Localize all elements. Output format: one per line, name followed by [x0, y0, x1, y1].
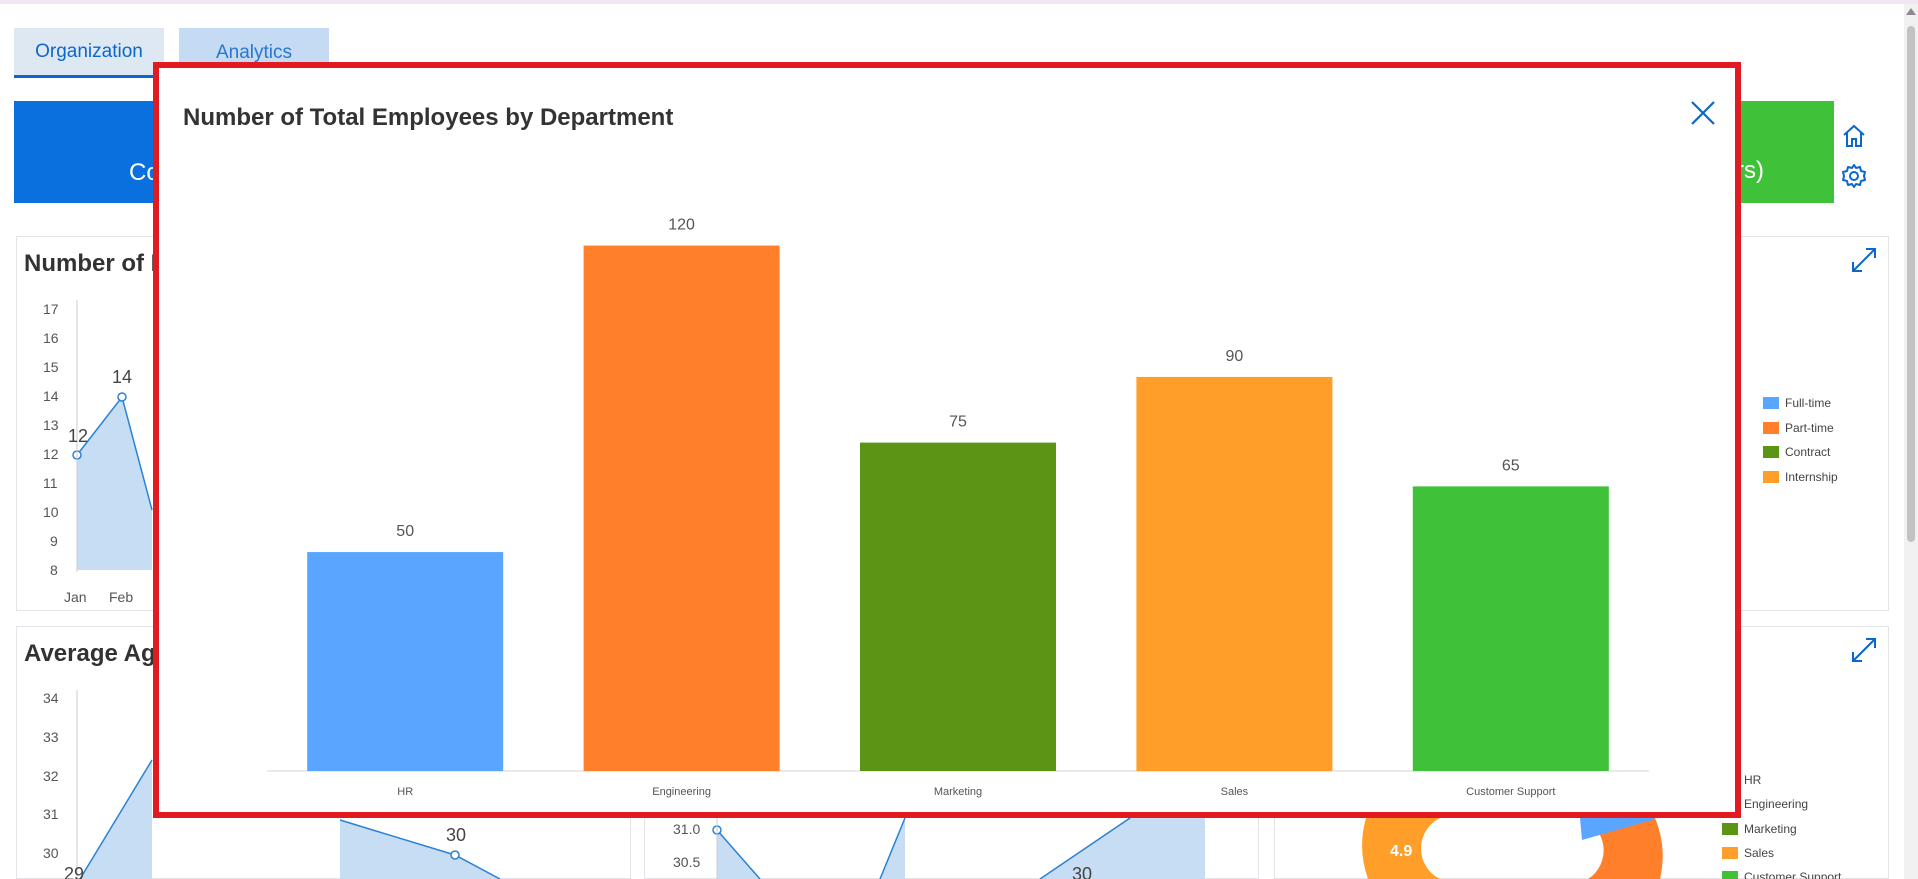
y-tick: 15 — [43, 359, 59, 375]
y-tick: 10 — [43, 504, 59, 520]
legend-swatch — [1722, 871, 1738, 879]
close-icon[interactable] — [1686, 96, 1720, 130]
x-tick-label: Engineering — [652, 786, 711, 798]
data-label: 65 — [1502, 457, 1520, 474]
legend-item: Sales — [1722, 846, 1774, 860]
expand-icon[interactable] — [1848, 634, 1880, 666]
point-label: 30 — [1072, 864, 1093, 879]
y-tick: 32 — [43, 768, 59, 784]
scroll-up-icon[interactable] — [1906, 8, 1916, 15]
legend-item: Full-time — [1763, 396, 1831, 410]
bar-sales[interactable] — [1136, 376, 1333, 771]
x-tick: Jan — [64, 589, 87, 605]
bar-engineering[interactable] — [583, 245, 780, 772]
legend-swatch — [1763, 397, 1779, 409]
point-label: 12 — [68, 426, 89, 446]
point-label: 14 — [112, 367, 133, 387]
card-title-employees: Number of E — [24, 250, 167, 277]
legend-item: Internship — [1763, 470, 1838, 484]
scroll-thumb[interactable] — [1907, 26, 1915, 542]
bar-hr[interactable] — [307, 552, 504, 771]
x-tick-label: Marketing — [934, 786, 982, 798]
background-point — [117, 392, 127, 402]
y-tick: 16 — [43, 330, 59, 346]
modal-title: Number of Total Employees by Department — [183, 104, 674, 131]
legend-item: Marketing — [1722, 822, 1797, 836]
bar-chart: 50 HR 120 Engineering 75 Marketing 90 Sales 65 Cu… — [267, 217, 1649, 798]
legend-swatch — [1722, 847, 1738, 859]
background-point — [450, 850, 460, 860]
tab-organization[interactable]: Organization — [14, 28, 164, 78]
legend-swatch — [1722, 823, 1738, 835]
y-tick: 11 — [43, 475, 58, 491]
bar-customer-support[interactable] — [1412, 486, 1609, 771]
data-label: 120 — [668, 217, 695, 234]
x-tick-label: Sales — [1221, 786, 1249, 798]
legend-swatch — [1763, 446, 1779, 458]
home-icon[interactable] — [1838, 120, 1870, 152]
y-tick: 30 — [43, 845, 59, 861]
card-title-age: Average Ag — [24, 640, 156, 667]
y-tick: 30.5 — [673, 854, 701, 870]
y-tick: 12 — [43, 446, 59, 462]
gear-icon[interactable] — [1838, 160, 1870, 192]
y-tick: 8 — [50, 562, 58, 578]
legend-swatch — [1763, 471, 1779, 483]
y-tick: 31 — [43, 806, 59, 822]
top-border — [0, 0, 1918, 4]
data-label: 50 — [396, 523, 414, 540]
legend-swatch — [1763, 422, 1779, 434]
donut-label: 4.9 — [1390, 843, 1413, 860]
x-tick-label: HR — [397, 786, 413, 798]
y-tick: 13 — [43, 417, 59, 433]
x-tick-label: Customer Support — [1466, 786, 1555, 798]
x-tick: Feb — [109, 589, 134, 605]
y-tick: 9 — [50, 533, 58, 549]
y-tick: 14 — [43, 388, 59, 404]
chart-modal: Number of Total Employees by Department … — [153, 62, 1741, 818]
y-tick: 17 — [43, 301, 59, 317]
data-label: 75 — [949, 414, 967, 431]
y-tick: 34 — [43, 690, 59, 706]
y-tick: 33 — [43, 729, 59, 745]
y-tick: 31.0 — [673, 821, 701, 837]
data-label: 90 — [1226, 348, 1244, 365]
page-scrollbar[interactable] — [1904, 4, 1918, 879]
point-label: 29 — [64, 864, 85, 879]
expand-icon[interactable] — [1848, 244, 1880, 276]
legend-item: Contract — [1763, 445, 1830, 459]
legend-item: Part-time — [1763, 421, 1834, 435]
bar-marketing[interactable] — [860, 442, 1056, 771]
point-label: 30 — [446, 825, 467, 845]
legend-item: Customer Support — [1722, 870, 1841, 879]
